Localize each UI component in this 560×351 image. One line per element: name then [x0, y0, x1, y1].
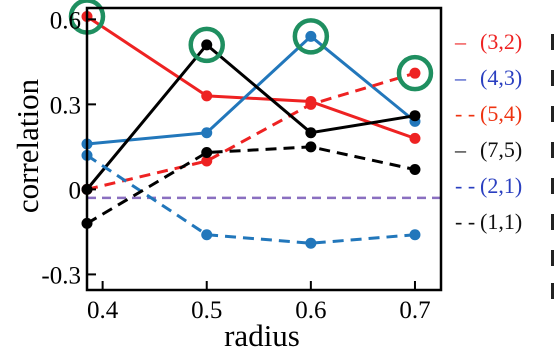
- data-point-2-1-1: [201, 229, 213, 241]
- series-layer: [85, 15, 416, 245]
- series-line-7-5: [85, 43, 416, 191]
- x-tick-label: 0.6: [295, 297, 326, 324]
- series-line-4-3: [86, 34, 416, 146]
- legend-label: (7,5): [480, 137, 522, 162]
- data-point-4-3-2: [305, 30, 317, 42]
- highlight-ring-1: [188, 26, 225, 64]
- legend: – (3,2)– (4,3)- - (5,4)– (7,5)- - (2,1)- - (1,…: [454, 29, 554, 299]
- x-tick-label: 0.4: [87, 297, 119, 324]
- series-line-3-2: [86, 15, 416, 140]
- legend-tick: [551, 70, 554, 86]
- legend-label: (4,3): [480, 65, 522, 90]
- data-point-7-5-2: [305, 127, 317, 139]
- data-point-3-2-1: [201, 90, 213, 102]
- legend-tick: [551, 214, 554, 230]
- legend-item-3-2: – (3,2): [454, 29, 554, 54]
- legend-label: (2,1): [480, 173, 522, 198]
- x-axis-title: radius: [224, 318, 300, 351]
- y-tick-label: 0.3: [50, 92, 81, 119]
- tick-layer: 0.4 0.5 0.6 0.7 0.6 0.3 0 -0.3: [41, 7, 430, 324]
- legend-marker: - -: [455, 173, 475, 198]
- series-line-1-1: [86, 145, 416, 225]
- legend-marker: - -: [455, 209, 475, 234]
- y-tick-label: 0: [69, 177, 82, 204]
- data-point-7-5-1: [201, 39, 213, 51]
- data-point-5-4-1: [201, 155, 213, 167]
- highlight-ring-2: [292, 18, 330, 55]
- legend-tick: [551, 106, 554, 122]
- y-axis-title: correlation: [10, 78, 45, 213]
- data-point-4-3-1: [201, 127, 213, 139]
- data-point-7-5-3: [409, 110, 421, 122]
- legend-item-1-1: - - (1,1): [455, 209, 554, 234]
- legend-item-5-4: - - (5,4): [455, 101, 554, 126]
- data-point-1-1-3: [409, 164, 421, 176]
- legend-item-2-1: - - (2,1): [455, 173, 554, 198]
- legend-marker: –: [454, 29, 467, 54]
- highlight-layer: [68, 0, 434, 92]
- legend-item-7-5: – (7,5): [454, 137, 554, 162]
- legend-label: (5,4): [480, 101, 522, 126]
- highlight-ring-3: [396, 54, 434, 92]
- marker-layer: [81, 11, 421, 249]
- legend-label: (1,1): [480, 209, 522, 234]
- legend-tick: [551, 178, 554, 194]
- y-tick-label: 0.6: [50, 7, 81, 34]
- legend-marker: - -: [455, 101, 475, 126]
- series-line-5-4: [86, 71, 416, 191]
- x-tick-label: 0.5: [191, 297, 222, 324]
- legend-tick: [551, 142, 554, 158]
- legend-tick: [551, 34, 554, 50]
- data-point-1-1-1: [201, 147, 213, 159]
- data-point-3-2-3: [409, 132, 421, 144]
- data-point-2-1-2: [305, 237, 317, 249]
- legend-marker: –: [454, 137, 467, 162]
- legend-label: (3,2): [480, 29, 522, 54]
- data-point-2-1-3: [409, 229, 421, 241]
- data-point-5-4-2: [305, 98, 317, 110]
- x-tick-label: 0.7: [399, 297, 430, 324]
- legend-item-4-3: – (4,3): [454, 65, 554, 90]
- legend-marker: –: [454, 65, 467, 90]
- legend-tick: [551, 283, 554, 299]
- data-point-1-1-2: [305, 141, 317, 153]
- legend-tick: [551, 250, 554, 266]
- plot-frame: [85, 6, 443, 292]
- y-tick-label: -0.3: [41, 262, 81, 289]
- series-line-2-1: [86, 154, 416, 245]
- data-point-5-4-3: [409, 67, 421, 79]
